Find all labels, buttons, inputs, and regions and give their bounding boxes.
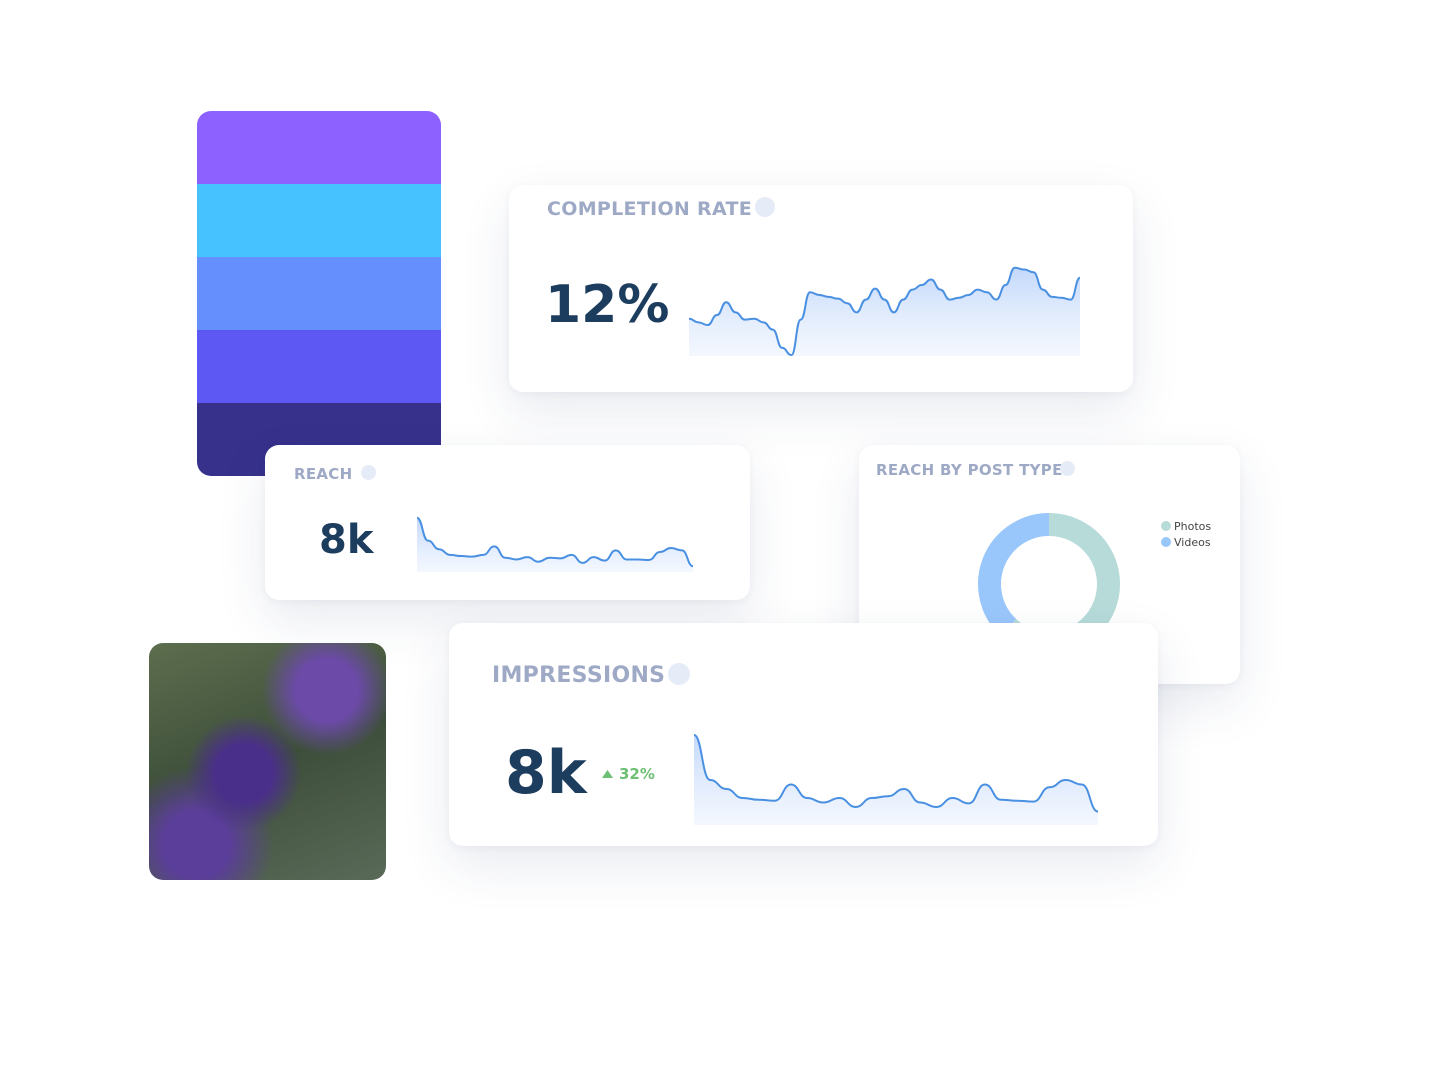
info-icon[interactable] <box>361 465 376 480</box>
info-icon[interactable] <box>755 197 775 217</box>
legend-label: Photos <box>1174 520 1211 533</box>
sparkline-area <box>694 735 1098 825</box>
swatch-band <box>197 184 441 257</box>
headline: 8k <box>319 517 374 563</box>
color-swatch <box>197 111 441 476</box>
card-title: REACH <box>294 465 353 483</box>
card-title: COMPLETION RATE <box>547 198 753 220</box>
sparkline-line <box>688 266 1081 357</box>
swatch-band <box>197 111 441 184</box>
change: 32% <box>619 765 655 783</box>
sparkline <box>693 734 1099 825</box>
donut-segment <box>978 513 1050 636</box>
sparkline-area <box>417 517 693 572</box>
swatch-band <box>197 330 441 403</box>
sparkline <box>416 516 694 572</box>
impressions-card: IMPRESSIONS 8k 32% <box>449 623 1158 846</box>
reach-card: REACH 8k <box>265 445 750 600</box>
sparkline <box>688 266 1081 357</box>
legend-marker <box>1161 537 1171 547</box>
completion-card: COMPLETION RATE 12% <box>509 185 1133 392</box>
headline: 12% <box>545 275 670 335</box>
card-title: IMPRESSIONS <box>492 663 666 688</box>
sparkline-line <box>693 734 1099 813</box>
card-title: REACH BY POST TYPE <box>876 461 1063 479</box>
sparkline-line <box>416 516 694 568</box>
swatch-band <box>197 257 441 330</box>
info-icon[interactable] <box>1060 461 1075 476</box>
sparkline-area <box>689 267 1080 356</box>
headline: 8k <box>505 738 587 808</box>
legend-label: Videos <box>1174 536 1211 549</box>
legend-marker <box>1161 521 1171 531</box>
photo <box>149 643 386 880</box>
up-arrow <box>602 770 613 778</box>
info-icon[interactable] <box>668 663 690 685</box>
